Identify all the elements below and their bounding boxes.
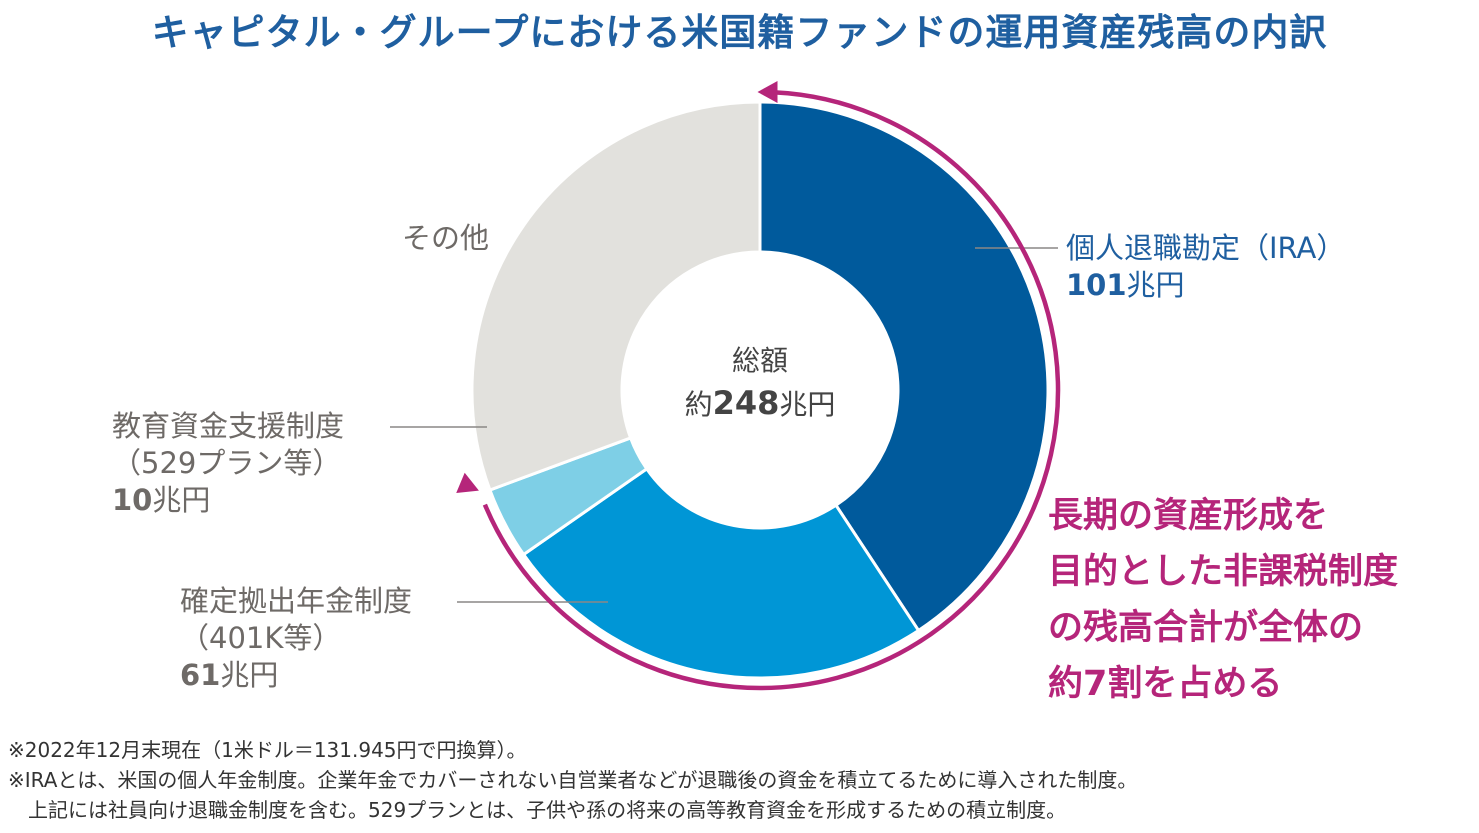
label-ira: 個人退職勘定（IRA） 101兆円 (1066, 230, 1345, 304)
arrowhead-top-icon (757, 81, 778, 104)
label-edu-sub: （529プラン等） (112, 446, 342, 480)
label-edu-amount: 10兆円 (112, 482, 344, 519)
callout-arc-arrow (482, 89, 1061, 691)
chart-title: キャピタル・グループにおける米国籍ファンドの運用資産残高の内訳 (151, 11, 1328, 54)
footnotes: ※2022年12月末現在（1米ドル＝131.945円で円換算）。 ※IRAとは、… (8, 738, 1138, 822)
label-dc: 確定拠出年金制度 （401K等） 61兆円 (180, 583, 412, 694)
label-edu: 教育資金支援制度 （529プラン等） 10兆円 (112, 408, 344, 519)
label-dc-value: 61 (180, 658, 221, 692)
donut-center-total: 総額 約248兆円 (620, 340, 900, 426)
label-dc-sub: （401K等） (180, 621, 342, 655)
label-dc-name: 確定拠出年金制度 (180, 584, 413, 618)
leader-lines (390, 247, 1058, 603)
label-other-name: その他 (402, 221, 490, 255)
donut-slice-1 (521, 466, 921, 680)
donut-slices (470, 100, 1050, 680)
label-ira-name: 個人退職勘定（IRA） (1066, 231, 1346, 265)
label-ira-amount: 101兆円 (1066, 267, 1345, 304)
label-ira-unit: 兆円 (1126, 268, 1185, 302)
total-label: 総額 (731, 344, 788, 377)
total-unit: 兆円 (779, 388, 836, 421)
label-ira-value: 101 (1066, 268, 1127, 302)
arrowhead-bottom-icon (456, 472, 479, 494)
donut-slice-3 (470, 100, 762, 492)
callout-text: 長期の資産形成を 目的とした非課税制度 の残高合計が全体の 約7割を占める (1048, 496, 1399, 704)
donut-slice-0 (758, 100, 1050, 633)
label-edu-name: 教育資金支援制度 (112, 409, 345, 443)
label-dc-amount: 61兆円 (180, 657, 412, 694)
total-prefix: 約 (684, 388, 713, 421)
total-value: 248 (712, 384, 780, 422)
total-value-line: 約248兆円 (620, 382, 900, 426)
label-edu-value: 10 (112, 483, 153, 517)
label-other: その他 (402, 220, 489, 257)
label-edu-unit: 兆円 (152, 483, 211, 517)
label-dc-unit: 兆円 (220, 658, 279, 692)
